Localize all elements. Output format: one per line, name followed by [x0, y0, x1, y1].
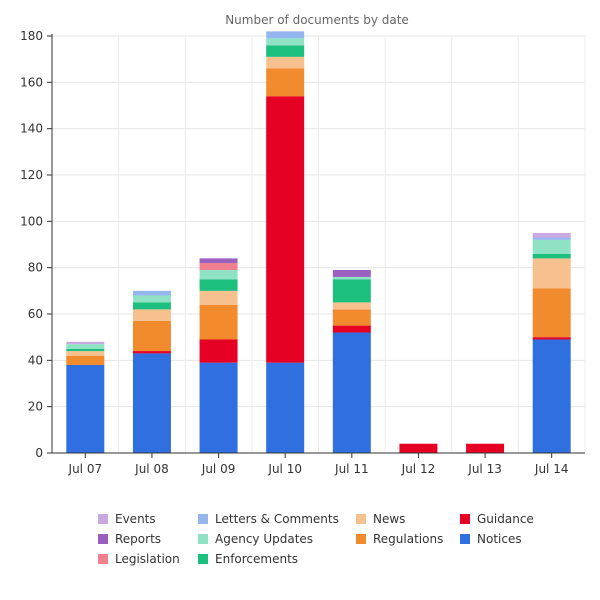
bar-segment-agency-updates[interactable]	[332, 276, 371, 280]
legend-label: Guidance	[477, 512, 534, 526]
bar-segment-events[interactable]	[66, 341, 105, 345]
legend-swatch	[98, 514, 108, 524]
legend-item-agency-updates[interactable]: Agency Updates	[198, 531, 313, 547]
legend-label: Legislation	[115, 552, 180, 566]
legend-label: Enforcements	[215, 552, 299, 566]
legend-label: News	[373, 512, 406, 526]
bar-segment-regulations[interactable]	[266, 68, 305, 97]
y-tick-label: 60	[28, 307, 43, 321]
legend-swatch	[356, 534, 366, 544]
legend-item-letters-comments[interactable]: Letters & Comments	[198, 511, 339, 527]
bar-segment-agency-updates[interactable]	[266, 38, 305, 46]
bar-segment-enforcements[interactable]	[332, 279, 371, 303]
legend-swatch	[356, 514, 366, 524]
bar-segment-enforcements[interactable]	[266, 45, 305, 57]
bar-segment-news[interactable]	[199, 290, 238, 305]
legend-swatch	[198, 554, 208, 564]
legend: Events Reports Legislation Letters & Commen…	[98, 511, 568, 571]
bar-segment-letters-comments[interactable]	[532, 237, 571, 240]
bar-segment-news[interactable]	[332, 302, 371, 310]
bar-segment-legislation[interactable]	[199, 263, 238, 270]
y-tick-label: 120	[20, 168, 43, 182]
bar-segment-letters-comments[interactable]	[132, 290, 171, 296]
bar-segment-regulations[interactable]	[132, 320, 171, 352]
legend-item-enforcements[interactable]: Enforcements	[198, 551, 298, 567]
y-tick-label: 140	[20, 122, 43, 136]
y-tick-label: 40	[28, 353, 43, 367]
bar-segment-guidance[interactable]	[132, 351, 171, 354]
bar-segment-notices[interactable]	[332, 332, 371, 453]
bar-segment-notices[interactable]	[266, 362, 305, 453]
legend-item-reports[interactable]: Reports	[98, 531, 161, 547]
legend-label: Reports	[115, 532, 162, 546]
bar-segment-notices[interactable]	[132, 353, 171, 453]
y-tick-label: 100	[20, 214, 43, 228]
bar-segment-guidance[interactable]	[399, 443, 438, 453]
x-tick-label: Jul 12	[401, 462, 436, 476]
bar-segment-notices[interactable]	[66, 364, 105, 453]
legend-label: Notices	[477, 532, 522, 546]
bar-segment-agency-updates[interactable]	[199, 269, 238, 280]
x-tick-label: Jul 08	[134, 462, 169, 476]
bar-segment-enforcements[interactable]	[199, 279, 238, 291]
bar-segment-news[interactable]	[66, 351, 105, 356]
x-tick-label: Jul 14	[534, 462, 569, 476]
y-tick-label: 80	[28, 261, 43, 275]
legend-swatch	[98, 534, 108, 544]
legend-item-regulations[interactable]: Regulations	[356, 531, 443, 547]
bar-segment-reports[interactable]	[332, 269, 371, 277]
x-tick-label: Jul 11	[334, 462, 369, 476]
bar-segment-guidance[interactable]	[332, 325, 371, 333]
legend-swatch	[460, 534, 470, 544]
legend-swatch	[198, 514, 208, 524]
y-tick-label: 180	[20, 29, 43, 43]
x-tick-label: Jul 10	[267, 462, 302, 476]
bar-segment-enforcements[interactable]	[532, 253, 571, 259]
legend-label: Letters & Comments	[215, 512, 339, 526]
bar-segment-guidance[interactable]	[199, 339, 238, 363]
bar-segment-regulations[interactable]	[199, 304, 238, 340]
legend-swatch	[98, 554, 108, 564]
bar-segment-regulations[interactable]	[66, 355, 105, 365]
bar-segment-enforcements[interactable]	[66, 348, 105, 352]
legend-item-events[interactable]: Events	[98, 511, 156, 527]
bar-segment-agency-updates[interactable]	[66, 344, 105, 349]
y-tick-label: 160	[20, 75, 43, 89]
bar-segment-guidance[interactable]	[466, 443, 505, 453]
bar-segment-notices[interactable]	[199, 362, 238, 453]
legend-swatch	[460, 514, 470, 524]
bar-segment-enforcements[interactable]	[132, 302, 171, 310]
bar-segment-reports[interactable]	[199, 258, 238, 264]
bar-segment-agency-updates[interactable]	[132, 295, 171, 303]
legend-label: Events	[115, 512, 156, 526]
legend-label: Regulations	[373, 532, 444, 546]
y-tick-label: 20	[28, 400, 43, 414]
bar-segment-letters-comments[interactable]	[266, 31, 305, 39]
y-tick-label: 0	[35, 446, 43, 460]
bar-segment-guidance[interactable]	[266, 96, 305, 363]
legend-item-legislation[interactable]: Legislation	[98, 551, 180, 567]
bar-segment-notices[interactable]	[532, 339, 571, 453]
bar-segment-news[interactable]	[132, 309, 171, 321]
bar-segment-news[interactable]	[532, 258, 571, 289]
bar-segment-regulations[interactable]	[332, 309, 371, 326]
legend-swatch	[198, 534, 208, 544]
chart-title: Number of documents by date	[225, 13, 409, 27]
x-tick-label: Jul 09	[201, 462, 236, 476]
bar-segment-events[interactable]	[532, 232, 571, 238]
x-tick-label: Jul 07	[68, 462, 103, 476]
x-tick-label: Jul 13	[467, 462, 502, 476]
bar-segment-news[interactable]	[266, 56, 305, 69]
legend-item-guidance[interactable]: Guidance	[460, 511, 534, 527]
legend-item-news[interactable]: News	[356, 511, 405, 527]
legend-item-notices[interactable]: Notices	[460, 531, 522, 547]
bar-segment-guidance[interactable]	[532, 337, 571, 340]
bar-segment-regulations[interactable]	[532, 288, 571, 338]
legend-label: Agency Updates	[215, 532, 314, 546]
bar-segment-agency-updates[interactable]	[532, 239, 571, 254]
